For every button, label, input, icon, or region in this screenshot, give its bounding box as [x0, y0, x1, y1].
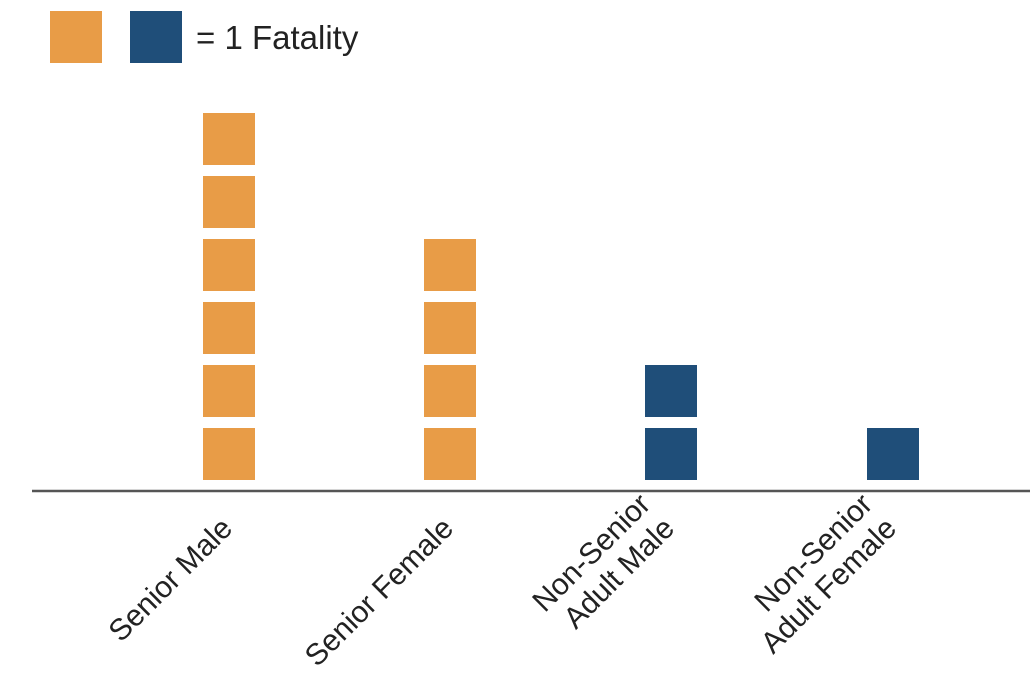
fatality-icon: [645, 365, 697, 417]
x-tick-labels: Senior Male Senior Female Non-SeniorAdult …: [102, 488, 903, 673]
x-tick-label: Non-SeniorAdult Female: [731, 488, 903, 660]
legend-swatch: [130, 11, 182, 63]
legend: = 1 Fatality: [50, 11, 359, 63]
x-tick-label-line: Senior Female: [299, 512, 460, 673]
fatality-icon: [203, 113, 255, 165]
fatality-icon: [424, 428, 476, 480]
legend-label: = 1 Fatality: [196, 19, 359, 56]
legend-swatch: [50, 11, 102, 63]
fatality-icon: [424, 239, 476, 291]
bar-stack: [867, 428, 919, 480]
x-tick-label: Non-SeniorAdult Male: [526, 488, 681, 643]
fatality-icon: [424, 365, 476, 417]
x-tick-label-line: Senior Male: [102, 512, 239, 649]
bar-stack: [645, 365, 697, 480]
fatality-icon: [424, 302, 476, 354]
bar-stack: [203, 113, 255, 480]
chart-marks: [203, 113, 919, 480]
fatality-icon: [645, 428, 697, 480]
bar-stack: [424, 239, 476, 480]
x-tick-label: Senior Male: [102, 512, 239, 649]
fatality-icon: [867, 428, 919, 480]
fatality-icon: [203, 428, 255, 480]
fatality-icon: [203, 365, 255, 417]
x-tick-label: Senior Female: [299, 512, 460, 673]
fatality-icon: [203, 176, 255, 228]
fatality-icon: [203, 302, 255, 354]
fatality-icon: [203, 239, 255, 291]
